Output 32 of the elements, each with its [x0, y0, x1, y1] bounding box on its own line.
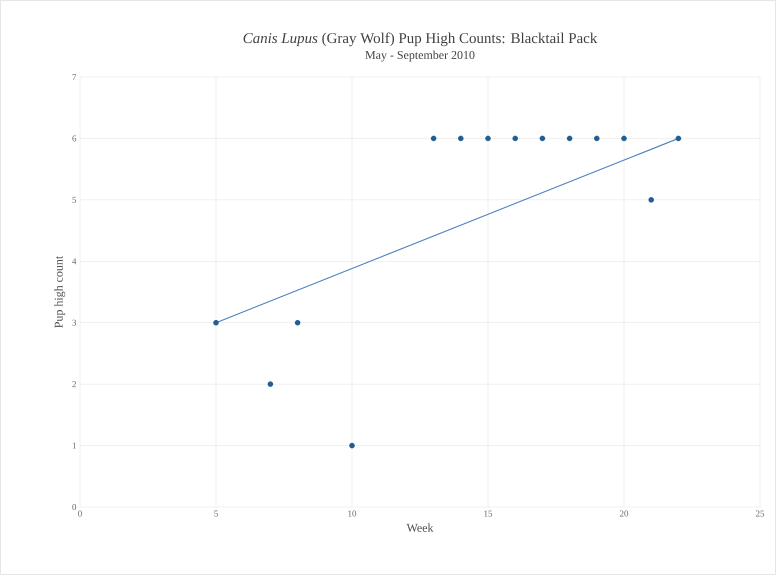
point — [621, 136, 627, 142]
point — [594, 136, 600, 142]
x-tick-label: 25 — [756, 510, 764, 517]
point — [349, 442, 355, 448]
point — [458, 136, 464, 142]
x-axis-title: Week — [406, 523, 434, 532]
y-tick-label: 2 — [72, 381, 76, 388]
point — [430, 136, 436, 142]
x-tick-label: 10 — [348, 510, 356, 517]
point — [213, 320, 219, 326]
point — [648, 197, 654, 203]
x-tick-label: 15 — [484, 510, 492, 517]
y-tick-label: 6 — [72, 135, 76, 142]
chart-title: Canis Lupus (Gray Wolf) Pup High Counts: Blacktail Pack — [244, 32, 598, 46]
y-tick-label: 3 — [72, 320, 76, 326]
point — [676, 136, 682, 142]
y-tick-label: 1 — [72, 442, 76, 449]
y-tick-label: 5 — [72, 196, 76, 203]
point — [512, 136, 518, 142]
chart-subtitle: May - September 2010 — [365, 50, 474, 62]
x-tick-label: 0 — [78, 510, 82, 517]
point — [485, 136, 491, 142]
y-tick-label: 7 — [72, 74, 76, 80]
point — [268, 381, 274, 387]
point — [294, 320, 300, 326]
point — [540, 136, 546, 142]
y-tick-label: 0 — [72, 504, 76, 510]
point — [566, 136, 572, 142]
x-tick-label: 5 — [214, 510, 218, 516]
x-tick-label: 20 — [620, 510, 628, 517]
y-axis-title: Pup high count — [54, 256, 66, 328]
y-tick-label: 4 — [72, 258, 76, 264]
